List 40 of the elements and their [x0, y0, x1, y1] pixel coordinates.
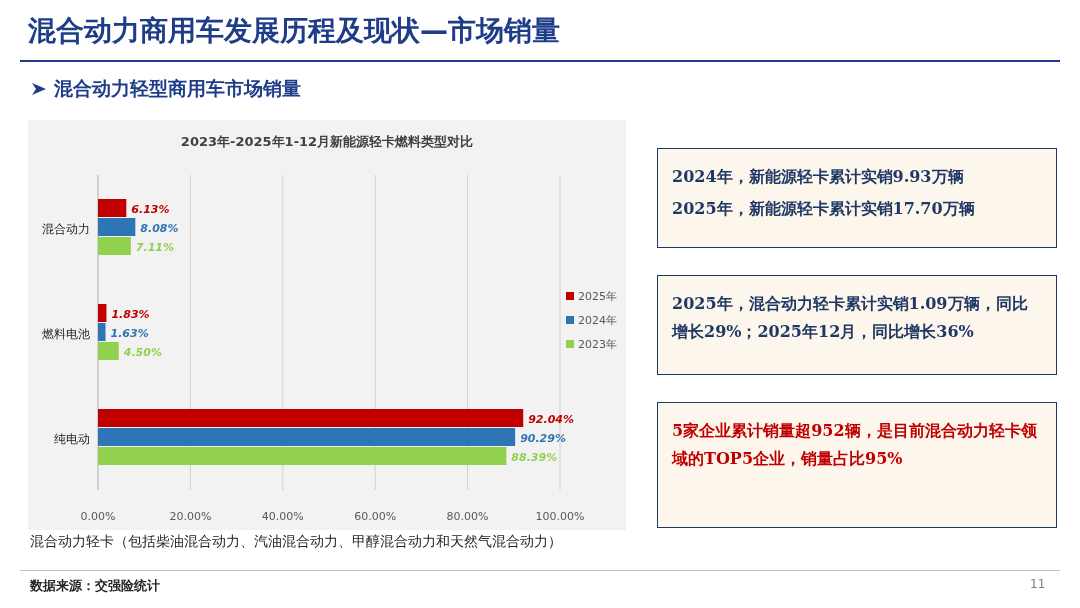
bar — [98, 409, 524, 427]
text: 2025年，新能源轻卡累计实销17.70万辆 — [672, 198, 976, 220]
data-label: 6.13% — [131, 202, 170, 216]
data-label: 7.11% — [135, 240, 175, 254]
data-label: 90.29% — [520, 431, 566, 445]
y-tick-label: 燃料电池 — [42, 326, 90, 341]
bar — [98, 218, 136, 236]
bar — [98, 199, 127, 217]
data-label: 92.04% — [528, 412, 575, 426]
data-label: 4.50% — [122, 345, 162, 359]
x-tick-label: 40.00% — [261, 510, 304, 523]
y-tick-label: 纯电动 — [54, 431, 90, 446]
bar — [98, 447, 507, 465]
legend-label: 2024年 — [578, 314, 617, 327]
legend-label: 2023年 — [578, 338, 617, 351]
text: 2025年，混合动力轻卡累计实销1.09万辆，同比增长29%；2025年12月，同比增长36% — [672, 293, 1029, 343]
data-label: 1.83% — [111, 307, 150, 321]
text: 5家企业累计销量超952辆，是目前混合动力轻卡领域的TOP5企业，销量占比95% — [672, 420, 1038, 470]
text: 混合动力轻卡（包括柴油混合动力、汽油混合动力、甲醇混合动力和天然气混合动力） — [30, 533, 562, 551]
x-tick-label: 60.00% — [354, 510, 397, 523]
bar — [98, 304, 107, 322]
text: 混合动力商用车发展历程及现状—市场销量 — [28, 13, 560, 49]
y-tick-label: 混合动力 — [42, 221, 90, 236]
text: 混合动力轻型商用车市场销量 — [54, 76, 301, 101]
legend-label: 2025年 — [578, 290, 617, 303]
x-tick-label: 100.00% — [535, 510, 585, 523]
text: 11 — [1030, 577, 1046, 591]
bar — [98, 342, 119, 360]
text: 2024年，新能源轻卡累计实销9.93万辆 — [672, 166, 965, 188]
bar — [98, 237, 131, 255]
data-label: 1.63% — [110, 326, 149, 340]
x-tick-label: 80.00% — [446, 510, 489, 523]
chart-title: 2023年-2025年1-12月新能源轻卡燃料类型对比 — [180, 134, 474, 149]
source-note: 数据来源：交强险统计 — [30, 577, 160, 595]
x-tick-label: 0.00% — [80, 510, 116, 523]
bar — [98, 428, 516, 446]
data-label: 88.39% — [511, 450, 558, 464]
bar — [98, 323, 106, 341]
x-tick-label: 20.00% — [169, 510, 212, 523]
data-label: 8.08% — [140, 221, 179, 235]
